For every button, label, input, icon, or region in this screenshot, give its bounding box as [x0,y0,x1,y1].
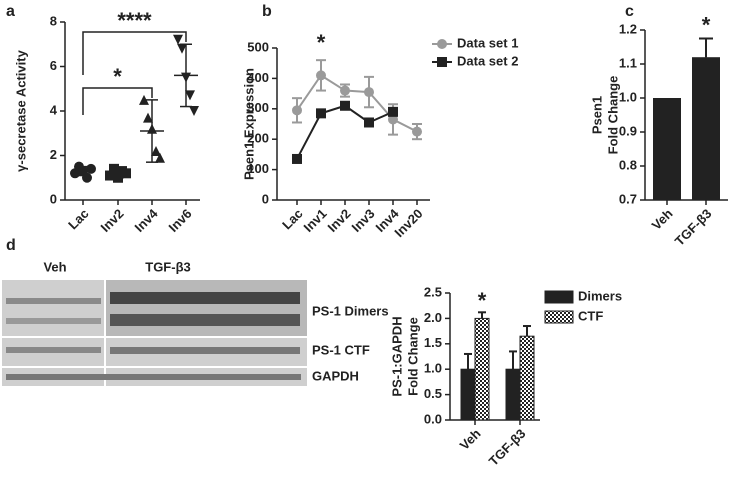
y-tick-label: 0 [50,191,57,206]
point [189,106,199,116]
y-tick-label: 0 [262,191,269,206]
y-axis-label: PS-1:GAPDH [389,316,404,396]
point [316,108,326,119]
annotation: * [317,30,326,55]
x-tick-label: Veh [649,206,676,233]
annotation: **** [117,8,152,33]
x-tick-label: TGF-β3 [486,426,529,469]
point [364,87,374,98]
point [412,126,422,137]
blot-group: Veh [43,259,66,274]
y-tick-label: 4 [50,102,58,117]
y-tick-label: 0.5 [424,386,442,401]
point [86,163,96,174]
point [151,146,161,157]
panel-label: b [262,3,272,20]
annotation: * [478,288,487,313]
bar [460,368,476,421]
legend-label: Dimers [578,288,622,303]
y-tick-label: 8 [50,13,57,28]
x-tick-label: Lac [65,206,91,232]
y-tick-label: 0.8 [619,157,637,172]
y-tick-label: 1.2 [619,21,637,36]
blot-row: PS-1 CTF [312,342,370,357]
panel-label: c [625,3,634,20]
y-tick-label: 1.0 [424,361,442,376]
point [388,106,398,117]
y-tick-label: 2.5 [424,284,442,299]
x-tick-label: Inv2 [325,206,354,235]
y-tick-label: 2.0 [424,310,442,325]
x-tick-label: Lac [279,206,305,232]
significance-bracket [82,31,187,75]
x-tick-label: Inv2 [98,206,127,235]
x-tick-label: Inv3 [349,206,378,235]
legend-label: Data set 1 [457,35,518,50]
x-tick-label: TGF-β3 [672,206,715,249]
annotation: * [702,12,711,37]
annotation: * [113,64,122,89]
y-tick-label: 200 [247,131,269,146]
y-tick-label: 2 [50,147,57,162]
blot-row: GAPDH [312,368,359,383]
series-line [296,104,394,160]
bar [474,317,490,421]
point [185,90,195,101]
legend-marker [437,57,447,67]
point [364,117,374,128]
legend-label: CTF [578,308,603,323]
western-blot [2,280,307,386]
point [340,85,350,96]
legend-marker [437,39,447,49]
y-tick-label: 0.0 [424,411,442,426]
point [173,34,183,45]
y-axis-label: Fold Change [605,76,620,155]
bar [519,335,535,421]
point [292,105,302,116]
legend-swatch [544,290,574,304]
bar [692,57,720,201]
x-tick-label: Inv4 [132,205,162,235]
x-tick-label: Inv1 [301,206,330,235]
y-axis-label: Psen1 Expression [241,68,256,180]
y-axis-label: Fold Change [405,317,420,396]
blot-group: TGF-β3 [145,259,191,274]
y-tick-label: 400 [247,70,269,85]
point [292,153,302,164]
y-axis-label: Psen1 [589,96,604,134]
y-tick-label: 1.1 [619,55,637,70]
y-tick-label: 0.7 [619,191,637,206]
point [340,100,350,111]
y-tick-label: 1.5 [424,335,442,350]
y-tick-label: 6 [50,58,57,73]
blot-row: PS-1 Dimers [312,303,389,318]
y-tick-label: 300 [247,100,269,115]
x-tick-label: Inv6 [166,206,195,235]
y-tick-label: 500 [247,39,269,54]
y-tick-label: 0.9 [619,123,637,138]
legend-swatch [544,310,574,324]
point [139,94,149,105]
x-tick-label: Inv20 [391,206,425,240]
panel-label: d [6,237,16,254]
bar [653,98,681,200]
y-axis-label: γ-secretase Activity [13,49,28,171]
bar [505,368,521,421]
significance-bracket [82,87,153,115]
point [316,70,326,81]
y-tick-label: 100 [247,161,269,176]
panel-label: a [6,3,15,20]
point [155,152,165,163]
point [388,114,398,125]
point [105,170,115,181]
y-tick-label: 1.0 [619,89,637,104]
legend-label: Data set 2 [457,53,518,68]
x-tick-label: Veh [457,426,484,453]
point [177,43,187,54]
point [143,112,153,123]
